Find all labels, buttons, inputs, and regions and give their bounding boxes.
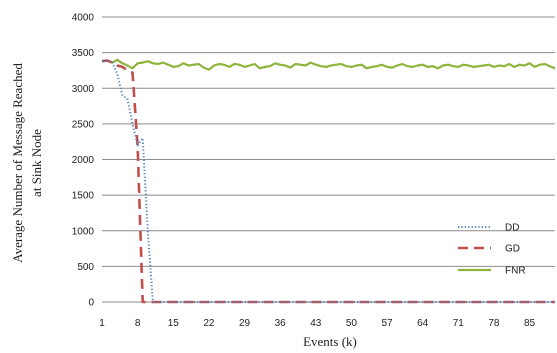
series-line-dd — [101, 59, 555, 303]
x-tick-label: 15 — [168, 318, 180, 329]
y-tick-label: 1000 — [72, 226, 95, 237]
x-tick-label: 29 — [239, 318, 251, 329]
y-axis-title-line1: Average Number of Message Reached — [10, 63, 25, 263]
series-lines — [101, 58, 556, 304]
x-tick-label: 85 — [524, 318, 536, 329]
y-axis-ticks: 0 500 1000 1500 2000 2500 3000 3500 4000 — [72, 13, 95, 309]
legend-label-gd: GD — [505, 244, 520, 255]
x-tick-label: 1 — [99, 318, 105, 329]
y-tick-label: 0 — [88, 298, 94, 309]
series-line-fnr — [101, 58, 556, 71]
legend-label-dd: DD — [505, 223, 519, 234]
y-tick-label: 1500 — [72, 191, 95, 202]
y-tick-label: 3000 — [72, 84, 95, 95]
x-tick-label: 71 — [453, 318, 465, 329]
x-tick-label: 57 — [381, 318, 393, 329]
y-axis-title-line2: at Sink Node — [29, 129, 44, 197]
grid-lines — [102, 16, 555, 267]
x-tick-label: 36 — [275, 318, 287, 329]
y-tick-label: 2500 — [72, 119, 95, 130]
y-tick-label: 4000 — [72, 13, 95, 24]
x-tick-label: 8 — [135, 318, 141, 329]
y-tick-label: 3500 — [72, 48, 95, 59]
x-tick-label: 78 — [488, 318, 500, 329]
x-axis-title: Events (k) — [303, 334, 357, 349]
x-tick-label: 50 — [346, 318, 358, 329]
legend-label-fnr: FNR — [505, 266, 526, 277]
x-tick-label: 22 — [203, 318, 215, 329]
series-line-gd — [101, 59, 555, 304]
legend: DD GD FNR — [458, 223, 526, 277]
y-tick-label: 2000 — [72, 155, 95, 166]
y-tick-label: 500 — [77, 262, 94, 273]
x-tick-label: 64 — [417, 318, 429, 329]
x-tick-label: 43 — [310, 318, 322, 329]
x-axis-ticks: 1 8 15 22 29 36 43 50 57 64 71 78 85 — [99, 318, 535, 329]
